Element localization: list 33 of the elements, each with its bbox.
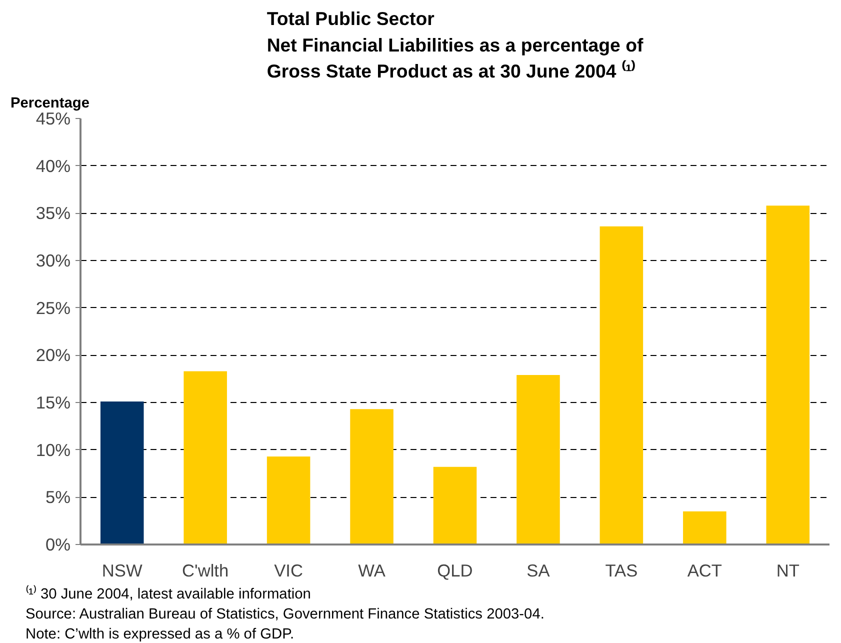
y-tick-label: 20% — [36, 345, 71, 366]
x-tick-label: NSW — [102, 560, 143, 580]
y-tick-label: 10% — [36, 440, 71, 460]
x-tick-label: SA — [526, 560, 550, 580]
bar — [433, 466, 477, 544]
x-tick-label: TAS — [605, 560, 638, 580]
x-tick-label: ACT — [687, 560, 722, 580]
y-tick-label: 15% — [36, 392, 71, 412]
x-tick-label: NT — [776, 560, 800, 580]
bar — [184, 371, 227, 544]
chart-title: Total Public Sector Net Financial Liabilities as a percentage of Gross State Product as at 30 June 2004 ⁽¹⁾ — [266, 8, 644, 82]
y-tick-label: 35% — [36, 203, 71, 224]
bar — [766, 206, 810, 544]
x-tick-label: QLD — [437, 560, 473, 580]
x-tick-label: WA — [358, 560, 386, 580]
y-tick-label: 45% — [36, 108, 71, 128]
source-note: Source: Australian Bureau of Statistics, Government Finance Statistics 2003-04. — [26, 606, 544, 622]
y-tick-label: 40% — [36, 156, 71, 176]
bar — [516, 375, 560, 544]
y-axis-title: Percentage — [10, 96, 90, 112]
bar — [266, 456, 310, 544]
y-tick-label: 5% — [45, 487, 70, 508]
x-tick-label: C'wlth — [182, 560, 229, 580]
y-tick-label: 30% — [36, 250, 71, 270]
x-tick-label: VIC — [274, 560, 304, 580]
bar — [100, 402, 144, 544]
y-tick-label: 25% — [36, 298, 71, 318]
bar — [683, 511, 726, 544]
text: Note: C’wlth is expressed as a % of GDP. — [26, 626, 294, 642]
bar — [350, 409, 394, 544]
text: ⁽¹⁾ 30 June 2004, latest available information — [26, 584, 311, 602]
bar — [600, 226, 644, 544]
y-tick-label: 0% — [45, 534, 70, 554]
